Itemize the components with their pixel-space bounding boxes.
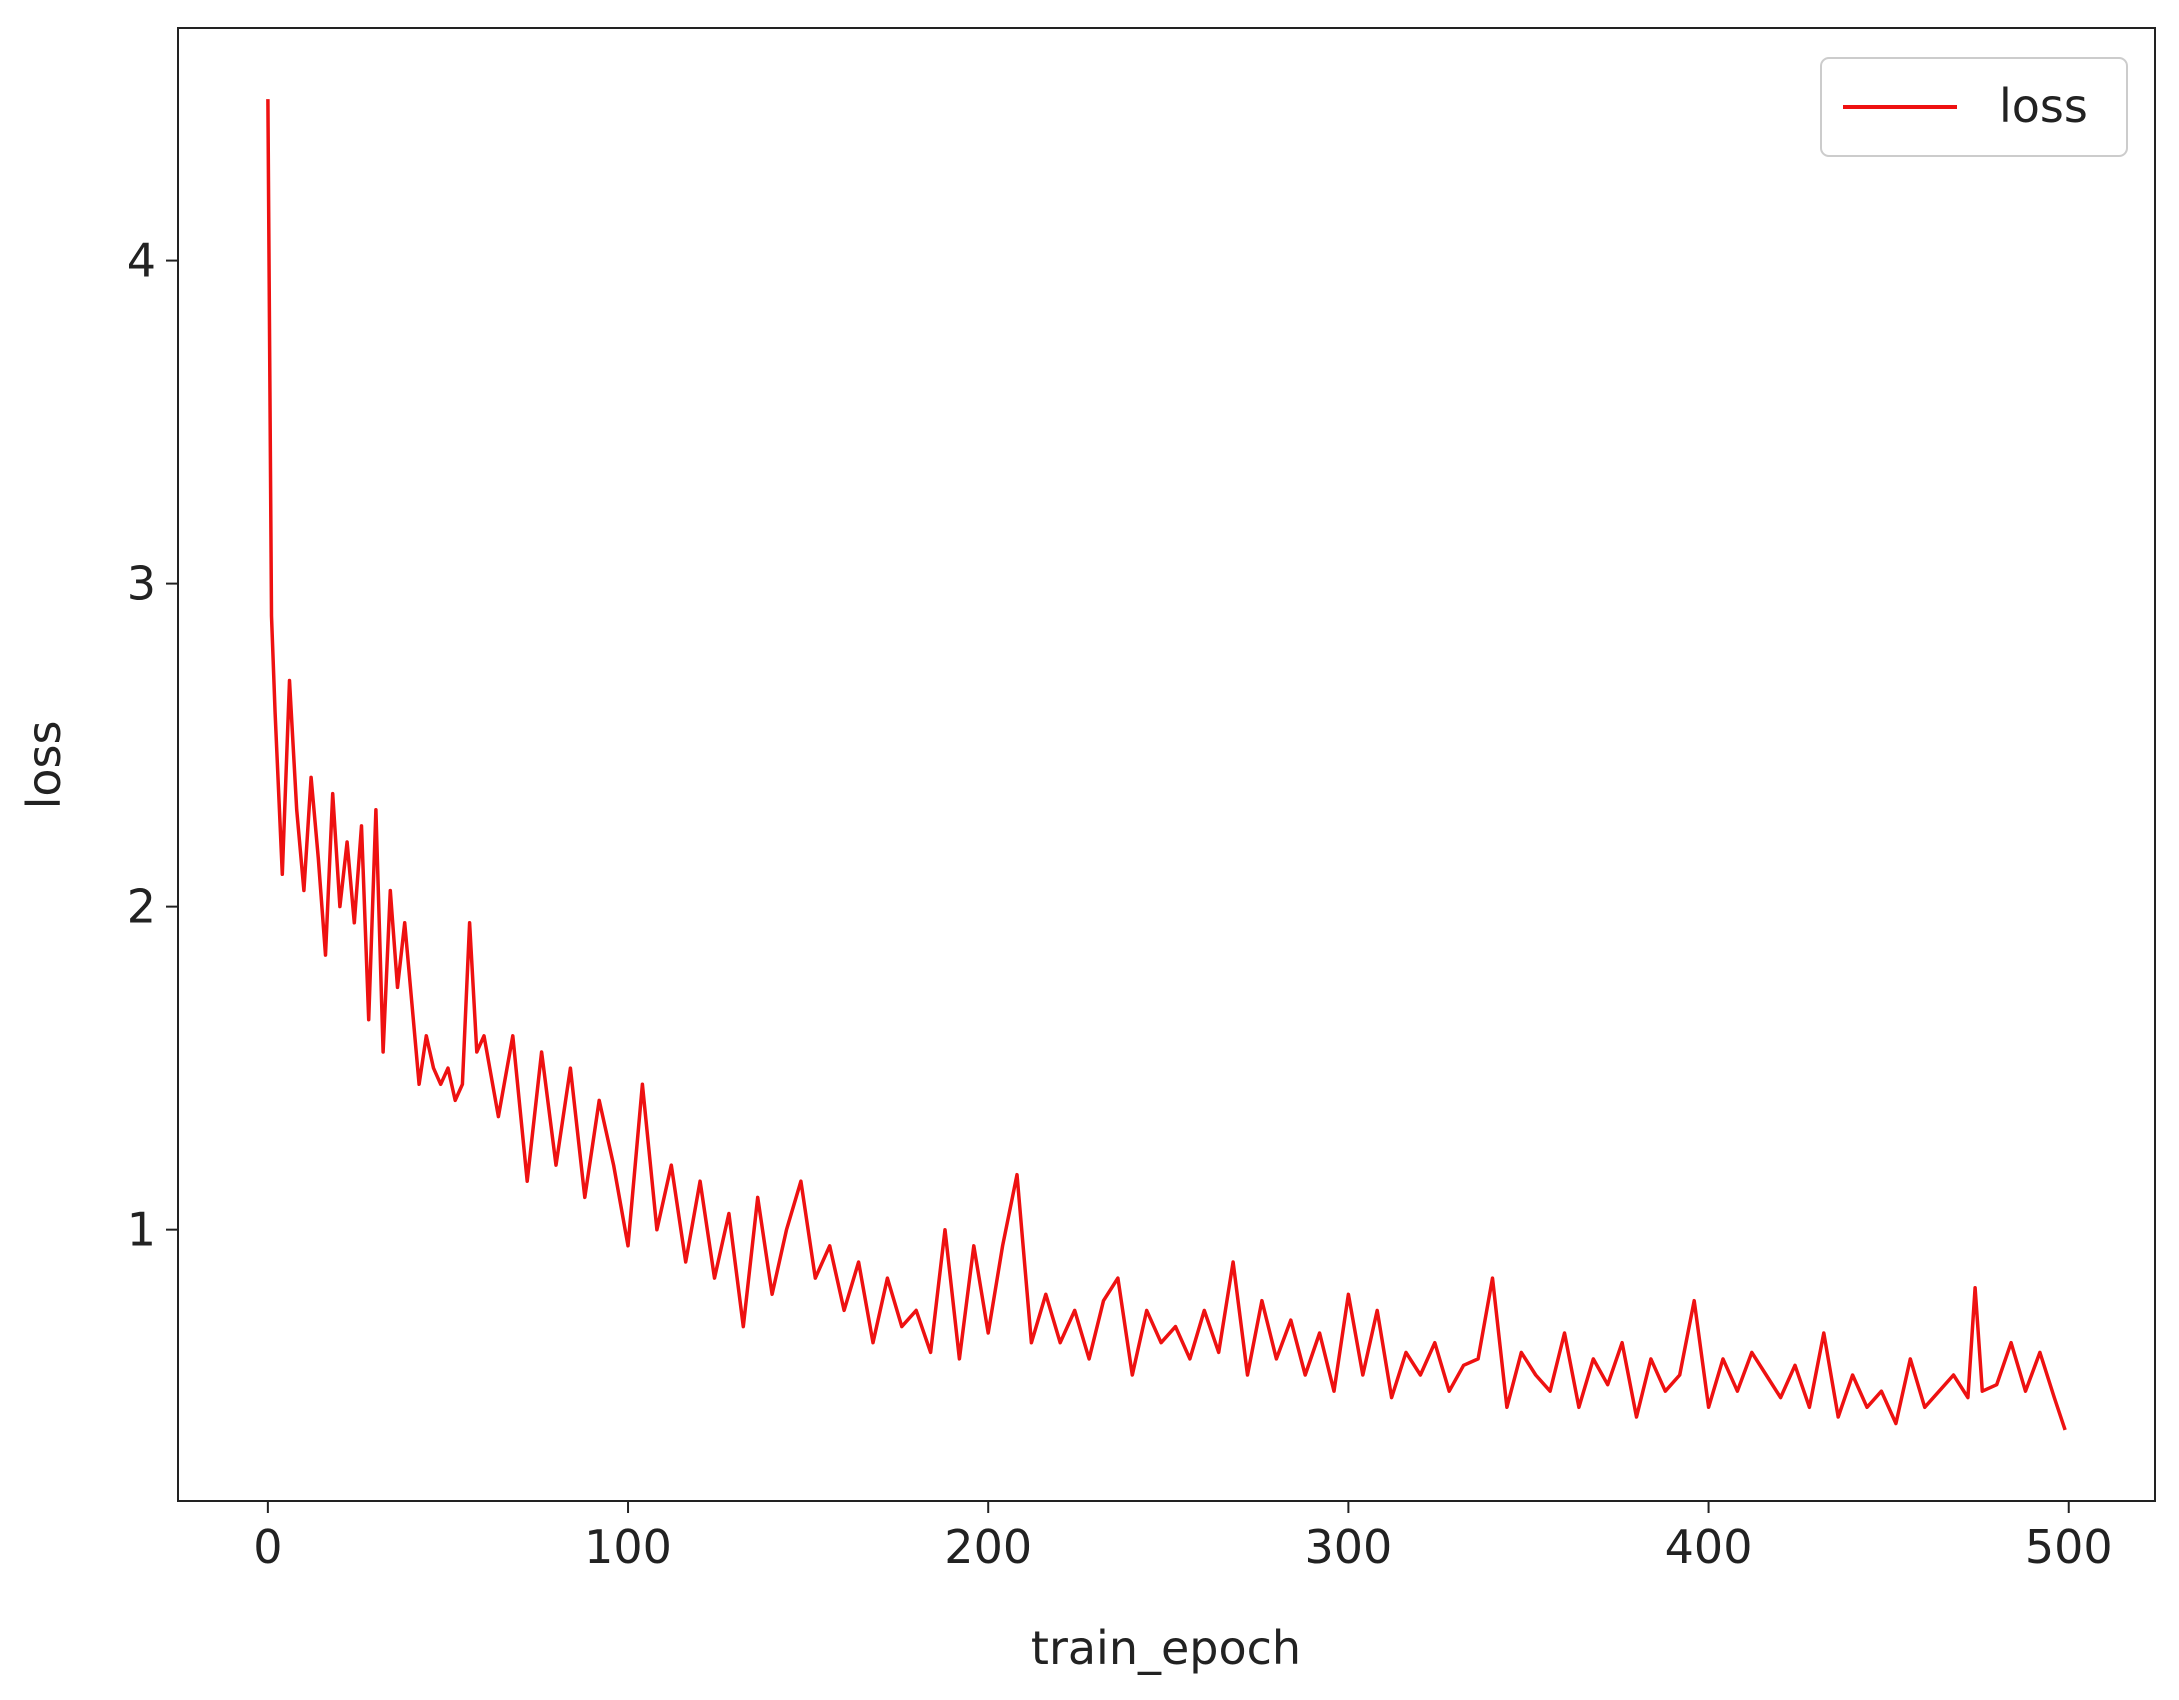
- y-tick-label: 2: [127, 880, 156, 934]
- x-tick-label: 100: [584, 1520, 672, 1574]
- x-tick-label: 400: [1665, 1520, 1753, 1574]
- plot-frame: [177, 27, 2156, 1502]
- x-axis-label: train_epoch: [1031, 1621, 1301, 1675]
- x-tick-label: 500: [2025, 1520, 2113, 1574]
- x-tick-label: 300: [1304, 1520, 1392, 1574]
- legend-label: loss: [1999, 79, 2088, 133]
- y-tick-label: 1: [127, 1203, 156, 1257]
- loss-line: [266, 99, 2067, 1431]
- x-tick-label: 0: [253, 1520, 282, 1574]
- x-tick-label: 200: [944, 1520, 1032, 1574]
- legend-box: [1820, 57, 2128, 157]
- y-tick-label: 4: [127, 234, 156, 288]
- y-tick-label: 3: [127, 557, 156, 611]
- y-axis-label: loss: [17, 721, 71, 810]
